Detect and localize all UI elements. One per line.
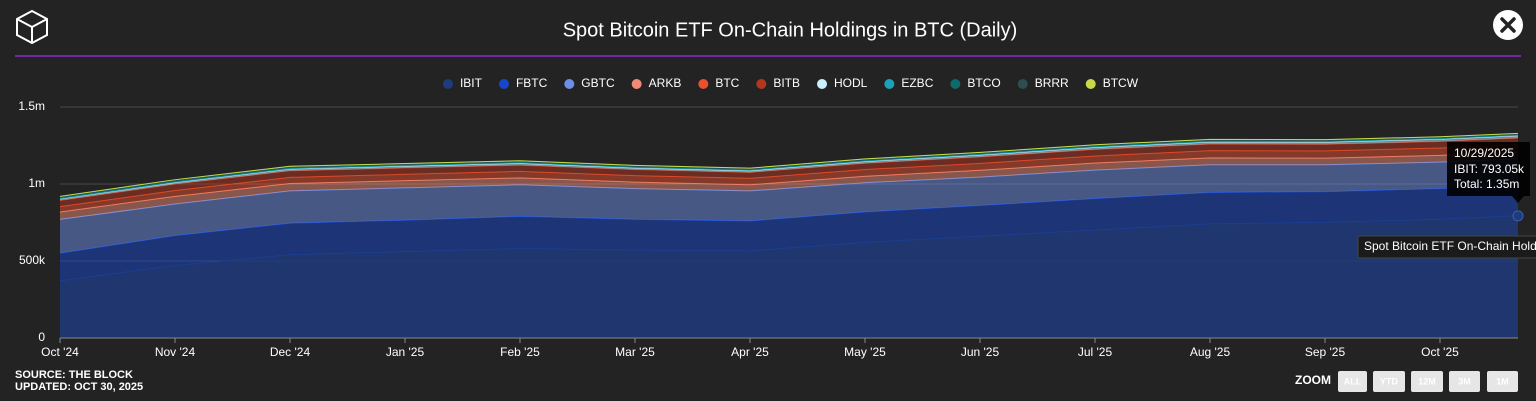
x-tick-label: May '25 <box>844 345 886 359</box>
x-tick-label: Nov '24 <box>155 345 196 359</box>
hover-point <box>1512 210 1524 222</box>
legend-swatch <box>817 79 828 89</box>
legend-swatch <box>756 79 767 89</box>
area <box>60 144 1518 213</box>
area-line <box>59 132 1519 197</box>
y-tick-label: 1m <box>28 176 45 190</box>
legend-item[interactable]: GBTC <box>564 76 615 90</box>
area <box>60 151 1518 220</box>
legend-swatch <box>498 79 509 89</box>
legend-item[interactable]: ARKB <box>631 76 682 90</box>
chart-title: Spot Bitcoin ETF On-Chain Holdings in BT… <box>563 19 1018 41</box>
zoom-button-bg <box>1449 371 1480 392</box>
tooltip-line: Total: 1.35m <box>1454 177 1519 191</box>
legend-label: BTC <box>715 76 739 90</box>
x-tick-label: Jul '25 <box>1078 345 1113 359</box>
x-tick-label: Mar '25 <box>615 345 655 359</box>
x-tick-label: Oct '25 <box>1421 345 1459 359</box>
logo <box>16 9 48 45</box>
legend-swatch <box>698 79 709 89</box>
legend-label: FBTC <box>516 76 548 90</box>
legend-label: BRRR <box>1035 76 1069 90</box>
zoom-button-label: 1M <box>1496 376 1509 386</box>
zoom-button-label: 3M <box>1458 376 1471 386</box>
zoom-button-label: ALL <box>1344 376 1362 386</box>
area <box>60 135 1518 201</box>
area <box>60 138 1518 207</box>
legend-swatch <box>950 79 961 89</box>
legend-item[interactable]: BRRR <box>1017 76 1069 90</box>
legend-label: GBTC <box>581 76 615 90</box>
legend-item[interactable]: EZBC <box>884 76 934 90</box>
tooltip-date: 10/29/2025 <box>1454 146 1514 160</box>
x-tick-label: Feb '25 <box>500 345 540 359</box>
zoom-button-bg <box>1411 371 1443 392</box>
zoom-button-label: 12M <box>1418 376 1436 386</box>
legend-item[interactable]: BTC <box>698 76 740 90</box>
legend-item[interactable]: IBIT <box>442 76 483 90</box>
legend-swatch <box>1017 79 1028 89</box>
x-tick-label: Apr '25 <box>731 345 769 359</box>
x-tick-label: Oct '24 <box>41 345 79 359</box>
hover-label-box <box>1357 235 1536 259</box>
source: SOURCE: THE BLOCK <box>15 369 133 381</box>
legend-item[interactable]: BTCW <box>1085 76 1139 90</box>
y-tick-label: 500k <box>19 253 46 267</box>
close-button[interactable] <box>1493 10 1523 40</box>
x-tick-label: Dec '24 <box>270 345 311 359</box>
x-tick-label: Jan '25 <box>386 345 425 359</box>
zoom-button-bg <box>1338 371 1367 392</box>
legend-swatch <box>631 79 642 89</box>
zoom-button[interactable]: 1M <box>1487 371 1518 392</box>
legend-label: BITB <box>773 76 800 90</box>
zoom-button-bg <box>1373 371 1405 392</box>
zoom-button-bg <box>1487 371 1518 392</box>
area <box>60 215 1518 338</box>
tooltip-line: IBIT: 793.05k <box>1454 162 1525 176</box>
zoom-button[interactable]: 12M <box>1411 371 1443 392</box>
zoom-button[interactable]: ALL <box>1338 371 1367 392</box>
legend-item[interactable]: BITB <box>756 76 800 90</box>
legend-label: ARKB <box>649 76 682 90</box>
legend-label: BTCO <box>967 76 1000 90</box>
legend-swatch <box>442 79 453 89</box>
legend-swatch <box>564 79 575 89</box>
legend-swatch <box>884 79 895 89</box>
area <box>60 185 1518 282</box>
legend-label: EZBC <box>901 76 933 90</box>
legend-item[interactable]: HODL <box>817 76 868 90</box>
zoom-button[interactable]: YTD <box>1373 371 1405 392</box>
legend-item[interactable]: BTCO <box>950 76 1001 90</box>
zoom-button[interactable]: 3M <box>1449 371 1480 392</box>
x-tick-label: Jun '25 <box>961 345 1000 359</box>
zoom-button-label: YTD <box>1380 376 1399 386</box>
legend-item[interactable]: FBTC <box>498 76 548 90</box>
hover-label: Spot Bitcoin ETF On-Chain Holdi <box>1364 239 1536 253</box>
zoom-label: ZOOM <box>1295 373 1331 387</box>
legend-label: IBIT <box>460 76 483 90</box>
x-tick-label: Aug '25 <box>1190 345 1231 359</box>
y-tick-label: 0 <box>38 330 45 344</box>
area <box>60 158 1518 254</box>
legend-label: BTCW <box>1103 76 1139 90</box>
updated: UPDATED: OCT 30, 2025 <box>15 381 143 393</box>
legend-label: HODL <box>834 76 868 90</box>
legend-swatch <box>1085 79 1096 89</box>
tooltip-box <box>1447 142 1530 203</box>
x-tick-label: Sep '25 <box>1305 345 1346 359</box>
y-tick-label: 1.5m <box>18 99 45 113</box>
